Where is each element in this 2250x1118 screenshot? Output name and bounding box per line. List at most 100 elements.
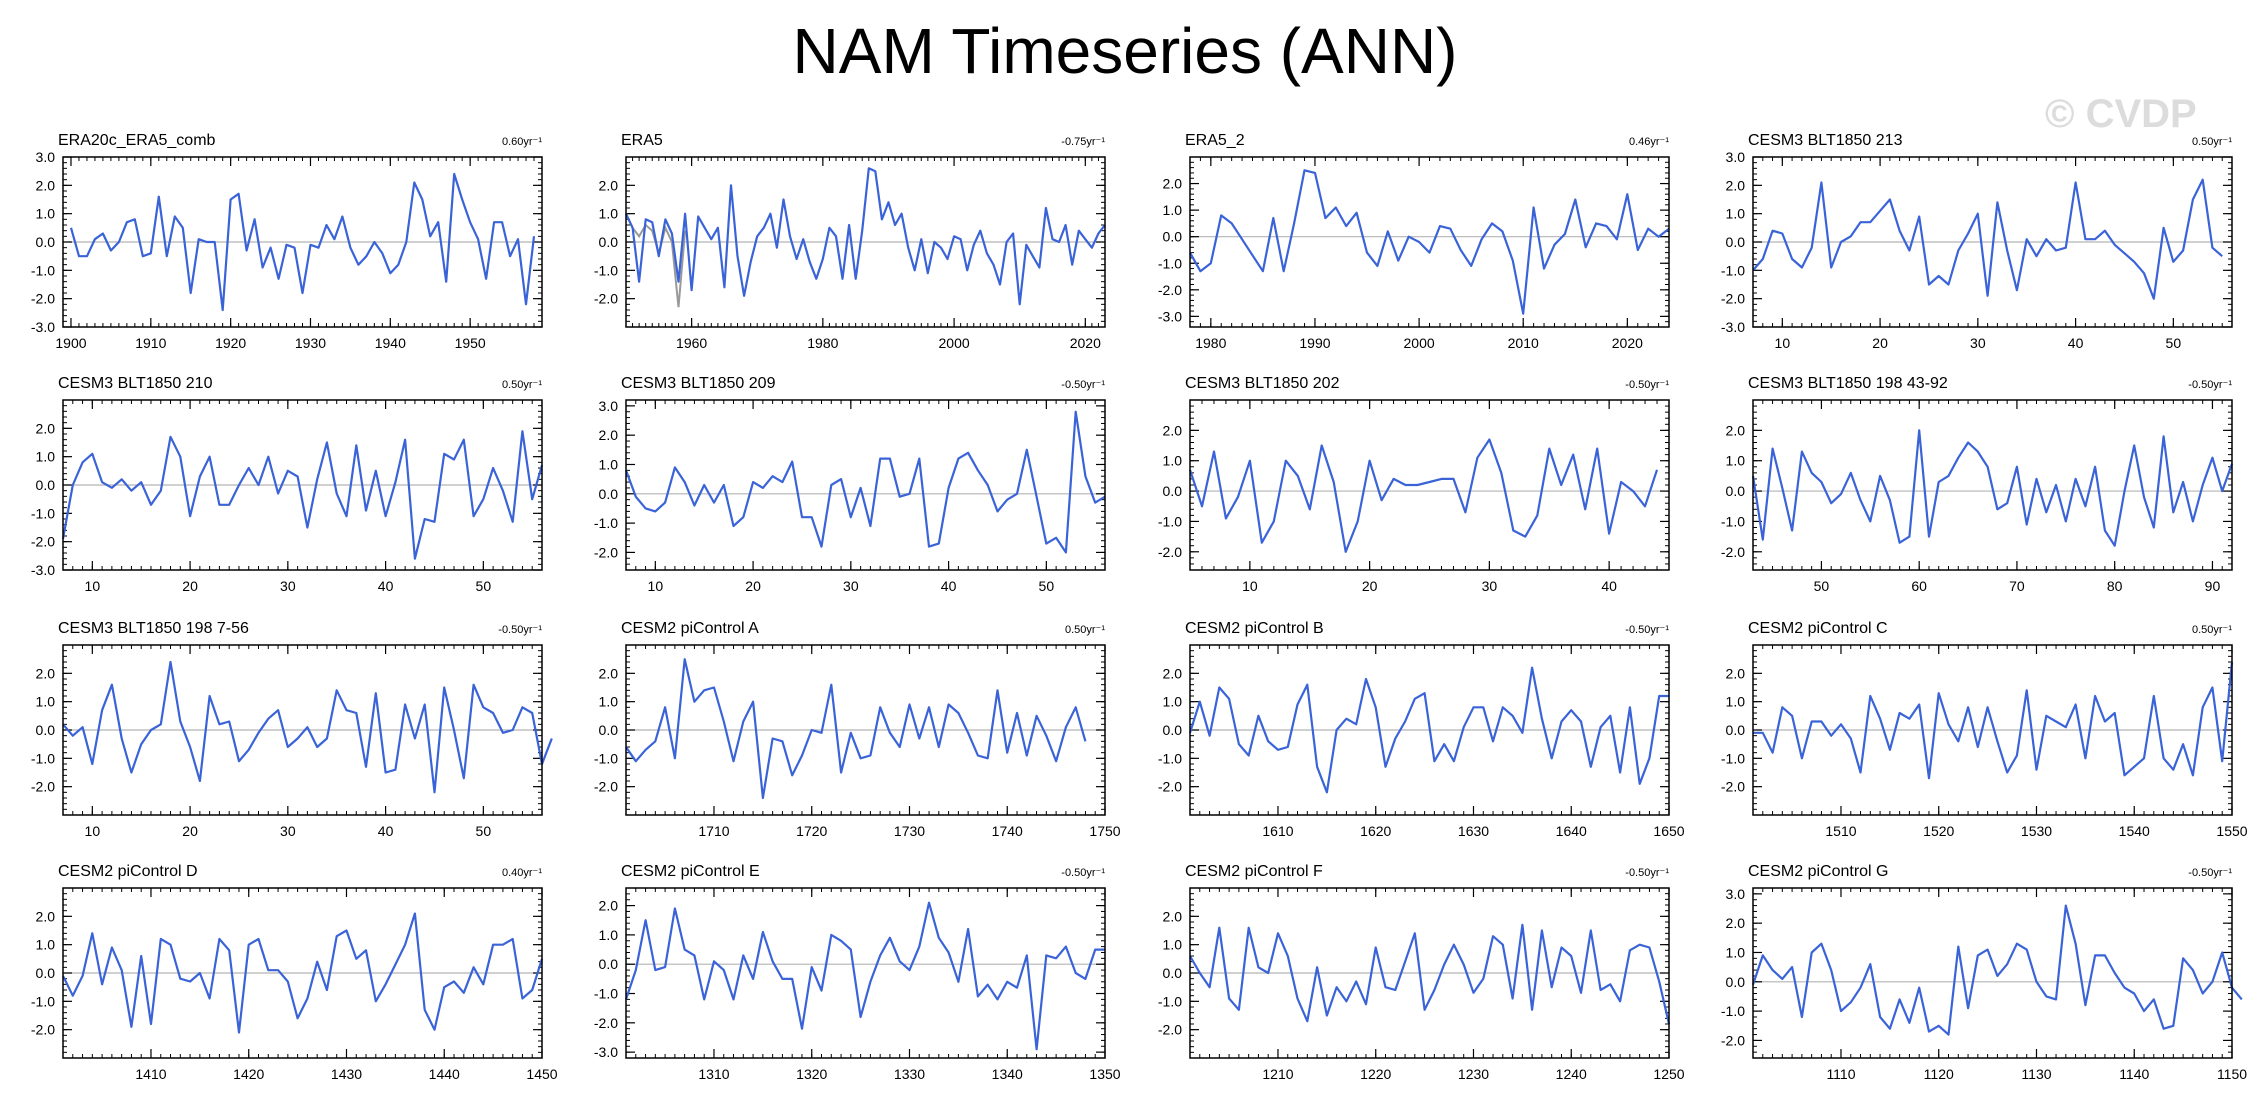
x-tick-label: 50 <box>2166 335 2182 351</box>
chart-panel-15: CESM2 piControl F -0.50yr⁻¹ 1210 1220 1230 12… <box>1158 863 1685 1082</box>
x-tick-label: 1340 <box>992 1066 1023 1082</box>
y-tick-label: 1.0 <box>1163 453 1183 469</box>
trend-label: 0.46yr⁻¹ <box>1629 136 1669 148</box>
x-tick-label: 20 <box>1362 578 1378 594</box>
panel-title: CESM3 BLT1850 213 <box>1748 132 1903 149</box>
trend-label: 0.40yr⁻¹ <box>502 867 542 879</box>
x-tick-label: 1740 <box>992 823 1023 839</box>
y-tick-label: 0.0 <box>36 965 56 981</box>
x-tick-label: 70 <box>2009 578 2025 594</box>
panel-title: CESM3 BLT1850 209 <box>621 375 776 392</box>
y-tick-label: -2.0 <box>1721 544 1745 560</box>
x-tick-label: 1140 <box>2119 1066 2149 1082</box>
x-tick-label: 1980 <box>807 335 838 351</box>
y-tick-label: 3.0 <box>1726 149 1746 165</box>
series-line <box>61 430 544 560</box>
x-tick-label: 30 <box>843 578 859 594</box>
x-tick-label: 1510 <box>1825 823 1856 839</box>
x-tick-label: 50 <box>1039 578 1055 594</box>
y-tick-label: 2.0 <box>599 177 619 193</box>
y-tick-label: 2.0 <box>36 177 56 193</box>
y-tick-label: -2.0 <box>31 534 55 550</box>
y-tick-label: -1.0 <box>1158 255 1182 271</box>
x-tick-label: 1620 <box>1360 823 1391 839</box>
y-tick-label: -1.0 <box>31 993 55 1009</box>
x-tick-label: 1930 <box>295 335 326 351</box>
y-tick-label: -1.0 <box>1721 262 1745 278</box>
y-tick-label: -1.0 <box>594 515 618 531</box>
trend-label: -0.50yr⁻¹ <box>2188 867 2232 879</box>
y-tick-label: -2.0 <box>594 779 618 795</box>
plot-frame <box>62 156 543 328</box>
x-tick-label: 10 <box>85 578 101 594</box>
trend-label: 0.60yr⁻¹ <box>502 136 542 148</box>
y-tick-label: 2.0 <box>1163 422 1183 438</box>
y-tick-label: 0.0 <box>1726 234 1746 250</box>
series-line <box>69 172 536 312</box>
x-tick-label: 1320 <box>796 1066 827 1082</box>
y-tick-label: -1.0 <box>594 262 618 278</box>
x-tick-label: 1710 <box>698 823 729 839</box>
x-tick-label: 1110 <box>1826 1066 1855 1082</box>
x-tick-label: 1730 <box>894 823 925 839</box>
y-tick-label: -1.0 <box>594 750 618 766</box>
trend-label: -0.50yr⁻¹ <box>1625 624 1669 636</box>
y-tick-label: 0.0 <box>599 956 619 972</box>
y-tick-label: 0.0 <box>36 722 56 738</box>
y-tick-label: 1.0 <box>1726 944 1746 960</box>
y-tick-label: 1.0 <box>599 456 619 472</box>
y-tick-label: 1.0 <box>1163 202 1183 218</box>
x-tick-label: 1980 <box>1195 335 1226 351</box>
trend-label: -0.50yr⁻¹ <box>498 624 542 636</box>
y-tick-label: -1.0 <box>594 986 618 1002</box>
y-tick-label: 0.0 <box>1163 229 1183 245</box>
panel-title: CESM3 BLT1850 210 <box>58 375 213 392</box>
trend-label: 0.50yr⁻¹ <box>502 379 542 391</box>
chart-panel-13: CESM2 piControl D 0.40yr⁻¹ 1410 1420 1430 144… <box>31 863 558 1082</box>
x-tick-label: 1410 <box>135 1066 166 1082</box>
trend-label: 0.50yr⁻¹ <box>2192 624 2232 636</box>
chart-panel-3: ERA5_2 0.46yr⁻¹ 1980 1990 2000 2010 2020 2.0 1.0… <box>1158 132 1670 351</box>
x-tick-label: 1920 <box>215 335 246 351</box>
y-tick-label: -2.0 <box>594 544 618 560</box>
y-tick-label: 2.0 <box>1726 177 1746 193</box>
y-tick-label: 1.0 <box>36 206 56 222</box>
plot-frame <box>1189 399 1670 571</box>
y-tick-label: 2.0 <box>36 665 56 681</box>
x-tick-label: 1610 <box>1262 823 1293 839</box>
trend-label: -0.75yr⁻¹ <box>1061 136 1105 148</box>
x-tick-label: 1720 <box>796 823 827 839</box>
panel-title: ERA5 <box>621 132 663 149</box>
series-line <box>62 912 544 1034</box>
y-tick-label: -2.0 <box>594 1015 618 1031</box>
x-tick-label: 1250 <box>1653 1066 1684 1082</box>
x-tick-label: 40 <box>1601 578 1617 594</box>
series-line <box>1189 169 1670 315</box>
y-tick-label: 2.0 <box>599 898 619 914</box>
x-tick-label: 2020 <box>1070 335 1101 351</box>
y-tick-label: -3.0 <box>31 319 55 335</box>
plot-frame <box>625 399 1106 571</box>
x-tick-label: 2000 <box>1404 335 1435 351</box>
x-tick-label: 30 <box>280 578 296 594</box>
x-tick-label: 80 <box>2107 578 2123 594</box>
x-tick-label: 1960 <box>676 335 707 351</box>
y-tick-label: 3.0 <box>36 149 56 165</box>
y-tick-label: 1.0 <box>1726 453 1746 469</box>
x-tick-label: 20 <box>182 823 198 839</box>
y-tick-label: -2.0 <box>1721 291 1745 307</box>
plot-frame <box>625 887 1106 1059</box>
plot-frame <box>1189 887 1670 1059</box>
x-tick-label: 40 <box>378 578 394 594</box>
series-line <box>1751 429 2234 547</box>
x-tick-label: 10 <box>1775 335 1791 351</box>
plot-frame <box>1752 399 2233 571</box>
series-line <box>1751 904 2243 1036</box>
x-tick-label: 1430 <box>331 1066 362 1082</box>
x-tick-label: 50 <box>476 823 492 839</box>
y-tick-label: 3.0 <box>599 398 619 414</box>
y-tick-label: -2.0 <box>1721 779 1745 795</box>
panel-title: CESM2 piControl A <box>621 620 759 637</box>
trend-label: -0.50yr⁻¹ <box>1061 379 1105 391</box>
x-tick-label: 1230 <box>1458 1066 1489 1082</box>
